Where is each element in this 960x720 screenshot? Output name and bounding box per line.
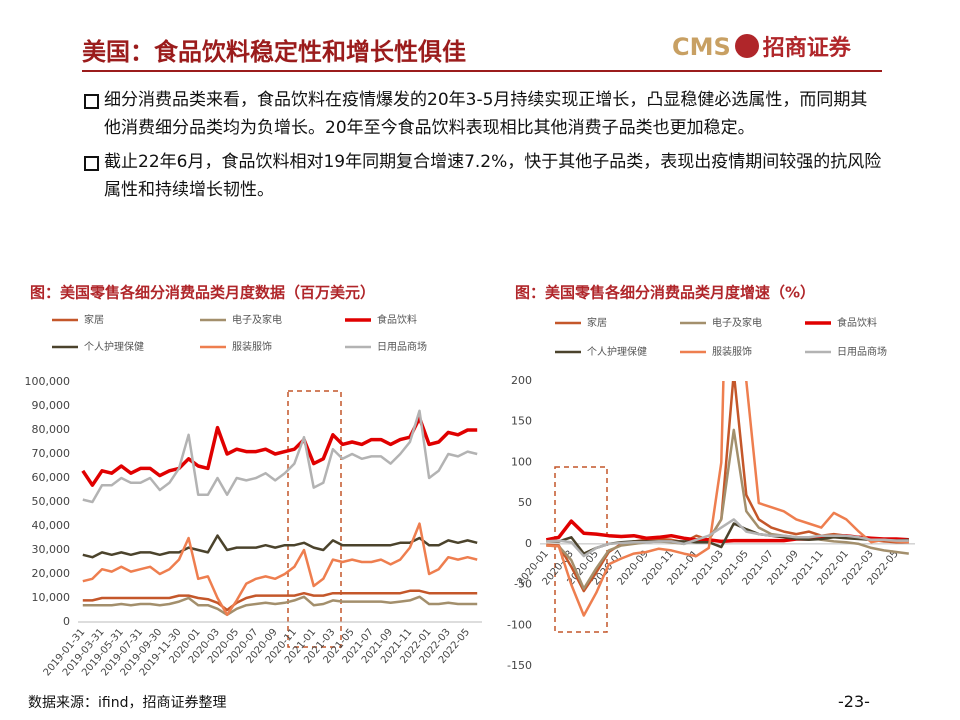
y-tick-label: 0 xyxy=(63,615,70,628)
y-tick-label: -100 xyxy=(507,618,532,631)
legend-label: 电子及家电 xyxy=(232,313,282,326)
highlight-box xyxy=(287,390,342,648)
series-line xyxy=(82,522,478,617)
logo-en: CMS xyxy=(672,33,731,61)
y-tick-label: 100,000 xyxy=(25,375,71,388)
y-tick-label: 30,000 xyxy=(32,543,71,556)
y-tick-label: 20,000 xyxy=(32,567,71,580)
legend-label: 食品饮料 xyxy=(837,316,877,329)
chart-title: 图：美国零售各细分消费品类月度数据（百万美元） xyxy=(30,284,375,302)
logo-icon xyxy=(734,34,759,58)
slide-title: 美国：食品饮料稳定性和增长性俱佳 xyxy=(82,38,466,66)
series-line xyxy=(546,518,909,558)
source-note: 数据来源：ifind，招商证券整理 xyxy=(28,695,227,711)
y-tick-label: 150 xyxy=(511,415,532,428)
legend-label: 日用品商场 xyxy=(377,340,427,353)
y-tick-label: 90,000 xyxy=(32,399,71,412)
y-tick-label: 50,000 xyxy=(32,495,71,508)
y-tick-label: 40,000 xyxy=(32,519,71,532)
legend-label: 服装服饰 xyxy=(712,345,752,358)
legend-label: 食品饮料 xyxy=(377,313,417,326)
legend-label: 个人护理保健 xyxy=(587,345,647,358)
y-tick-label: 80,000 xyxy=(32,423,71,436)
page-number: -23- xyxy=(838,692,870,711)
chart-title: 图：美国零售各细分消费品类月度增速（%） xyxy=(515,284,815,302)
y-tick-label: 100 xyxy=(511,455,532,468)
bullet-list: 细分消费品类来看，食品饮料在疫情爆发的20年3-5月持续实现正增长，凸显稳健必选… xyxy=(82,86,882,210)
series-line xyxy=(81,416,478,487)
series-line xyxy=(546,381,909,617)
legend-label: 个人护理保健 xyxy=(84,340,144,353)
legend-label: 服装服饰 xyxy=(232,340,272,353)
series-line xyxy=(546,428,909,590)
legend-label: 家居 xyxy=(587,316,607,329)
y-tick-label: 50 xyxy=(518,496,532,509)
legend-label: 日用品商场 xyxy=(837,345,887,358)
highlight-box xyxy=(554,466,608,633)
legend-label: 电子及家电 xyxy=(712,316,762,329)
bullet: 细分消费品类来看，食品饮料在疫情爆发的20年3-5月持续实现正增长，凸显稳健必选… xyxy=(82,86,882,142)
y-tick-label: -150 xyxy=(507,659,532,672)
y-tick-label: 200 xyxy=(511,374,532,387)
series-line xyxy=(82,589,478,612)
y-tick-label: 0 xyxy=(525,537,532,550)
series-line xyxy=(82,409,478,504)
series-line xyxy=(82,595,478,617)
y-tick-label: -50 xyxy=(514,578,532,591)
logo: CMS 招商证券 xyxy=(672,30,851,62)
y-tick-label: 70,000 xyxy=(32,447,71,460)
legend-label: 家居 xyxy=(84,313,104,326)
logo-cn: 招商证券 xyxy=(762,36,851,61)
y-tick-label: 60,000 xyxy=(32,471,71,484)
title-rule xyxy=(82,70,882,72)
bullet: 截止22年6月，食品饮料相对19年同期复合增速7.2%，快于其他子品类，表现出疫… xyxy=(82,148,882,204)
y-tick-label: 10,000 xyxy=(32,591,71,604)
series-line xyxy=(82,534,478,559)
